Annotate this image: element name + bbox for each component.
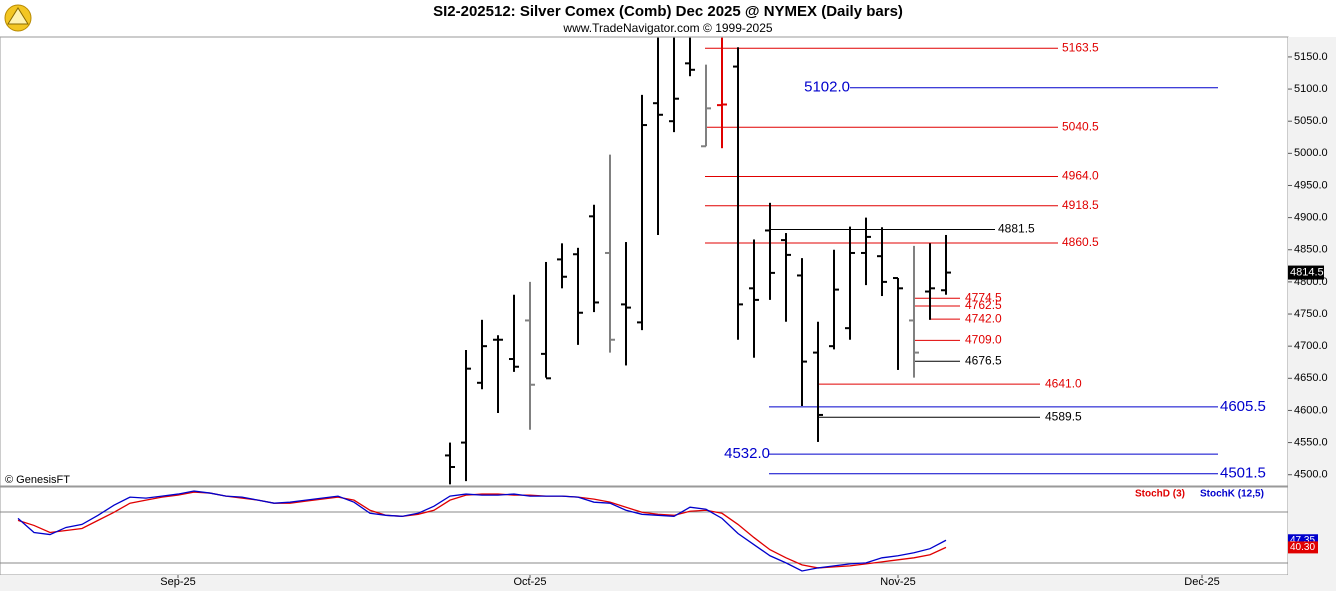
price-panel (0, 36, 1289, 487)
level-label: 5040.5 (1062, 119, 1099, 133)
level-label: 4762.5 (965, 298, 1002, 312)
x-axis-strip (0, 575, 1336, 591)
y-tick-label: 5150.0 (1294, 51, 1328, 63)
stoch-plot (17, 490, 947, 572)
level-label: 4605.5 (1220, 398, 1266, 415)
level-label: 4641.0 (1045, 376, 1082, 390)
y-tick-label: 4950.0 (1294, 179, 1328, 191)
stoch-line (17, 490, 947, 572)
y-tick-label: 5100.0 (1294, 83, 1328, 95)
chart-title: SI2-202512: Silver Comex (Comb) Dec 2025… (433, 3, 903, 20)
legend-entry: StochK (12,5) (1200, 489, 1264, 500)
level-label: 5163.5 (1062, 40, 1099, 54)
y-tick-label: 4500.0 (1294, 469, 1328, 481)
watermark: © GenesisFT (5, 474, 70, 486)
level-label: 4709.0 (965, 333, 1002, 347)
y-tick-label: 5000.0 (1294, 147, 1328, 159)
level-label: 4742.0 (965, 311, 1002, 325)
last-price-box (1288, 265, 1324, 280)
x-tick-label: Oct-25 (513, 576, 546, 588)
price-plot (445, 37, 1218, 485)
last-price-label: 4814.5 (1290, 266, 1324, 278)
level-label: 4501.5 (1220, 465, 1266, 482)
level-label: 4532.0 (724, 445, 770, 462)
logo (4, 4, 32, 32)
y-tick-label: 4900.0 (1294, 212, 1328, 224)
last-value-label: 40.30 (1290, 542, 1315, 553)
y-tick-label: 4700.0 (1294, 340, 1328, 352)
level-label: 4964.0 (1062, 169, 1099, 183)
stoch-panel (0, 486, 1289, 576)
level-label: 4918.5 (1062, 198, 1099, 212)
level-label: 4774.5 (965, 290, 1002, 304)
x-tick-label: Dec-25 (1184, 576, 1219, 588)
stoch-line (17, 491, 947, 569)
y-tick-label: 4850.0 (1294, 244, 1328, 256)
y-tick-label: 4750.0 (1294, 308, 1328, 320)
level-label: 4881.5 (998, 222, 1035, 236)
chart-subtitle: www.TradeNavigator.com © 1999-2025 (562, 21, 772, 35)
x-tick-label: Nov-25 (880, 576, 915, 588)
last-value-box (1288, 541, 1318, 554)
legend-entry: StochD (3) (1135, 489, 1185, 500)
y-tick-label: 4650.0 (1294, 372, 1328, 384)
x-tick-label: Sep-25 (160, 576, 195, 588)
y-axis-strip (1288, 37, 1336, 575)
level-label: 4589.5 (1045, 409, 1082, 423)
y-tick-label: 4550.0 (1294, 436, 1328, 448)
y-tick-label: 4600.0 (1294, 404, 1328, 416)
y-tick-label: 5050.0 (1294, 115, 1328, 127)
level-label: 5102.0 (804, 79, 850, 96)
level-label: 4860.5 (1062, 235, 1099, 249)
overlay: Sep-25 Oct-25 Nov-25 Dec-25 4500.0 4550.0 4600… (160, 40, 1327, 587)
level-label: 4676.5 (965, 353, 1002, 367)
last-value-label: 47.35 (1290, 535, 1315, 546)
